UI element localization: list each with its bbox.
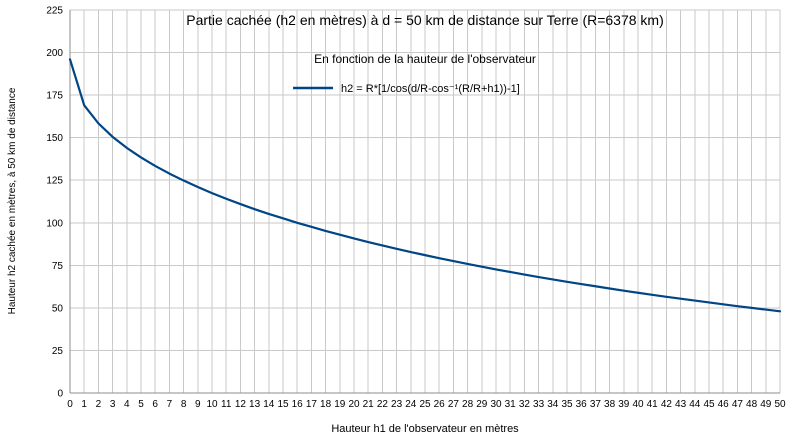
x-tick-label: 35 [561, 399, 573, 410]
x-tick-label: 7 [167, 399, 173, 410]
tick-labels: 0 1 2 3 4 5 6 7 8 9 10 11 12 13 14 15 16 17 18 19 20 21 22 23 24… [46, 6, 786, 411]
x-tick-label: 41 [647, 399, 659, 410]
x-tick-label: 18 [320, 399, 332, 410]
x-tick-label: 47 [732, 399, 744, 410]
x-tick-label: 30 [490, 399, 502, 410]
x-tick-label: 4 [124, 399, 130, 410]
y-tick-label: 125 [46, 176, 63, 187]
y-tick-label: 200 [46, 48, 63, 59]
x-axis-title: Hauteur h1 de l'observateur en mètres [331, 423, 519, 435]
x-tick-label: 40 [632, 399, 644, 410]
x-tick-label: 14 [263, 399, 275, 410]
x-tick-label: 1 [81, 399, 87, 410]
x-tick-label: 49 [760, 399, 772, 410]
y-tick-label: 100 [46, 218, 63, 229]
x-tick-label: 19 [334, 399, 346, 410]
x-tick-label: 17 [306, 399, 318, 410]
x-tick-label: 39 [618, 399, 630, 410]
x-tick-label: 0 [67, 399, 73, 410]
x-tick-label: 43 [675, 399, 687, 410]
x-tick-label: 38 [604, 399, 616, 410]
x-tick-label: 34 [547, 399, 559, 410]
x-tick-label: 28 [462, 399, 474, 410]
x-tick-label: 33 [533, 399, 545, 410]
series-line [68, 58, 782, 313]
x-tick-label: 26 [434, 399, 446, 410]
x-tick-label: 24 [405, 399, 417, 410]
y-tick-label: 75 [52, 261, 64, 272]
y-tick-label: 150 [46, 133, 63, 144]
x-tick-label: 2 [96, 399, 102, 410]
x-tick-label: 3 [110, 399, 116, 410]
legend-label: h2 = R*[1/cos(d/R-cos⁻¹(R/R+h1))-1] [341, 83, 520, 95]
y-tick-label: 50 [52, 303, 64, 314]
y-tick-label: 225 [46, 6, 63, 17]
y-tick-label: 0 [57, 389, 63, 400]
y-axis-title: Hauteur h2 cachée en mètres, à 50 km de … [7, 87, 18, 314]
y-tick-label: 175 [46, 91, 63, 102]
x-tick-label: 46 [718, 399, 730, 410]
x-tick-label: 32 [519, 399, 531, 410]
x-tick-label: 6 [152, 399, 158, 410]
x-tick-label: 23 [391, 399, 403, 410]
x-tick-label: 25 [419, 399, 431, 410]
x-tick-label: 36 [576, 399, 588, 410]
x-tick-label: 22 [377, 399, 389, 410]
chart-title: Partie cachée (h2 en mètres) à d = 50 km… [186, 12, 664, 28]
x-tick-label: 44 [689, 399, 701, 410]
x-tick-label: 50 [774, 399, 786, 410]
chart-subtitle: En fonction de la hauteur de l'observate… [314, 52, 536, 66]
gridlines [69, 9, 781, 394]
x-tick-label: 13 [249, 399, 261, 410]
x-tick-label: 12 [235, 399, 247, 410]
x-tick-label: 42 [661, 399, 673, 410]
x-tick-label: 20 [348, 399, 360, 410]
x-tick-label: 5 [138, 399, 144, 410]
axes [69, 10, 780, 394]
x-tick-label: 48 [746, 399, 758, 410]
x-tick-label: 8 [181, 399, 187, 410]
x-tick-label: 10 [206, 399, 218, 410]
x-tick-label: 9 [195, 399, 201, 410]
x-tick-label: 31 [505, 399, 517, 410]
x-tick-label: 27 [448, 399, 460, 410]
x-tick-label: 11 [221, 399, 232, 410]
x-tick-label: 45 [703, 399, 715, 410]
x-tick-label: 21 [363, 399, 375, 410]
x-tick-label: 29 [476, 399, 488, 410]
x-tick-label: 37 [590, 399, 602, 410]
x-tick-label: 16 [292, 399, 304, 410]
x-tick-label: 15 [277, 399, 289, 410]
y-tick-label: 25 [52, 346, 64, 357]
